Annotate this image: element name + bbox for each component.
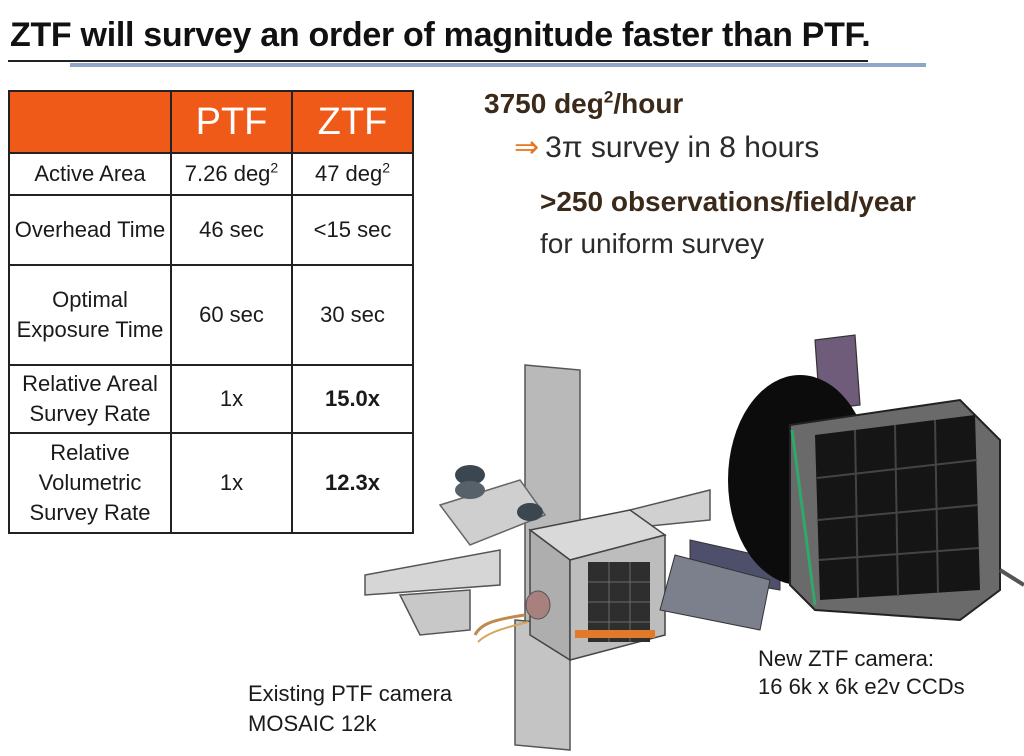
- ztf-caption-line1: New ZTF camera:: [758, 646, 935, 671]
- ptf-camera-caption: Existing PTF camera MOSAIC 12k: [248, 679, 452, 739]
- header-ptf: PTF: [170, 90, 293, 154]
- observations-per-year: >250 observations/field/year: [540, 186, 916, 217]
- table-header-row: PTF ZTF: [8, 90, 414, 154]
- survey-rate-base: 3750 deg: [484, 88, 604, 119]
- ptf-value: 1x: [170, 432, 293, 534]
- row-label: Overhead Time: [8, 194, 172, 266]
- header-ztf: ZTF: [291, 90, 414, 154]
- ptf-value: 60 sec: [170, 264, 293, 366]
- survey-rate: 3750 deg2/hour: [484, 88, 683, 120]
- uniform-survey-note: for uniform survey: [540, 228, 765, 259]
- ztf-value: 30 sec: [291, 264, 414, 366]
- ptf-value-base: 7.26 deg: [184, 161, 271, 186]
- ptf-value-exponent: 2: [270, 159, 279, 176]
- row-label: Relative Areal Survey Rate: [8, 364, 172, 434]
- ztf-value-exponent: 2: [382, 159, 391, 176]
- implies-arrow-icon: ⇒: [514, 131, 540, 164]
- row-label: Active Area: [8, 152, 172, 196]
- title-accent-bar: [70, 63, 926, 67]
- slide-title: ZTF will survey an order of magnitude fa…: [10, 16, 871, 54]
- ztf-caption-line2: 16 6k x 6k e2v CCDs: [758, 674, 965, 699]
- ztf-camera-caption: New ZTF camera: 16 6k x 6k e2v CCDs: [758, 645, 965, 701]
- survey-rate-exponent: 2: [603, 87, 614, 107]
- ptf-value: 7.26 deg2: [170, 152, 293, 196]
- row-label: Optimal Exposure Time: [8, 264, 172, 366]
- table-corner-cell: [8, 90, 172, 154]
- table-row: Relative Volumetric Survey Rate 1x 12.3x: [8, 432, 414, 534]
- table-row: Optimal Exposure Time 60 sec 30 sec: [8, 264, 414, 366]
- ptf-caption-line2: MOSAIC 12k: [248, 711, 377, 736]
- ztf-value: <15 sec: [291, 194, 414, 266]
- title-underline: [8, 60, 868, 62]
- comparison-table: PTF ZTF Active Area 7.26 deg2 47 deg2 Ov…: [8, 90, 414, 534]
- camera-illustration: [364, 334, 1024, 751]
- ztf-value-base: 47 deg: [314, 161, 383, 186]
- survey-time: ⇒ 3π survey in 8 hours: [514, 130, 819, 165]
- ptf-value: 1x: [170, 364, 293, 434]
- survey-rate-suffix: /hour: [613, 88, 684, 119]
- ztf-value: 12.3x: [291, 432, 414, 534]
- ztf-value: 15.0x: [291, 364, 414, 434]
- ptf-caption-line1: Existing PTF camera: [248, 681, 453, 706]
- ptf-value: 46 sec: [170, 194, 293, 266]
- table-row: Relative Areal Survey Rate 1x 15.0x: [8, 364, 414, 434]
- ztf-value: 47 deg2: [291, 152, 414, 196]
- ptf-camera-image: [364, 364, 711, 751]
- table-row: Active Area 7.26 deg2 47 deg2: [8, 152, 414, 196]
- row-label: Relative Volumetric Survey Rate: [8, 432, 172, 534]
- table-row: Overhead Time 46 sec <15 sec: [8, 194, 414, 266]
- ztf-camera-image: [659, 334, 1024, 631]
- survey-time-text: 3π survey in 8 hours: [545, 131, 820, 164]
